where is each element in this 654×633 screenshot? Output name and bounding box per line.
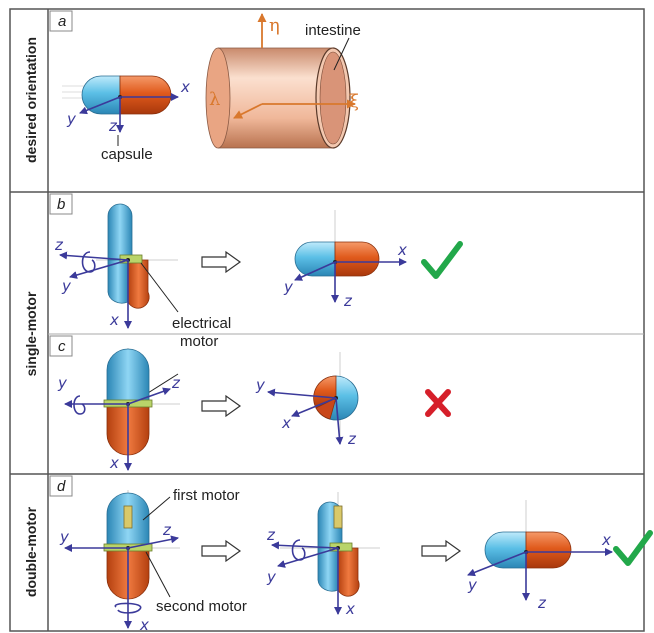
z-axis-label: z (347, 430, 357, 448)
panel-c-capsule-end-on (313, 352, 359, 440)
side-label-desired-orientation: desired orientation (23, 37, 39, 163)
panel-d-capsule-horizontal (484, 500, 572, 590)
x-axis-label: x (109, 454, 119, 472)
side-label-single-motor: single-motor (23, 291, 39, 376)
y-axis-label: y (57, 374, 68, 392)
svg-text:c: c (58, 338, 66, 355)
motor-leader-line (140, 262, 179, 313)
z-axis-arrow (127, 387, 171, 405)
z-axis-label: z (266, 526, 276, 544)
x-axis-label: x (345, 600, 355, 618)
panel-b-capsule-horizontal (294, 210, 380, 300)
y-axis-arrow (69, 259, 129, 279)
panel-d-axes-right: x z y (467, 531, 613, 612)
rotation-arrow (114, 602, 142, 614)
y-axis-label: y (255, 376, 266, 394)
panel-b-axes-left: z y x (54, 236, 132, 329)
panel-c-axes-left: y z x (57, 374, 181, 472)
transition-arrow-icon (201, 250, 242, 274)
z-axis-arrow (271, 541, 339, 550)
panel-c-capsule-vertical (85, 348, 180, 456)
panel-d-axes-left: y z x (59, 521, 179, 633)
first-motor-icon (333, 505, 343, 529)
y-axis-arrow (267, 388, 337, 399)
y-axis-label: y (61, 277, 72, 295)
z-axis-label: z (108, 117, 118, 135)
intestine-label: intestine (305, 22, 361, 39)
intestine-leader-line (333, 37, 350, 71)
panel-tag-d: d (49, 475, 73, 497)
z-axis-arrow (59, 251, 129, 261)
panel-d-axes-middle: z y x (266, 526, 355, 618)
intestine-axes: η ξ λ (209, 13, 359, 119)
z-axis-label: z (171, 374, 181, 392)
panel-a-capsule (62, 75, 172, 115)
cross-icon (425, 389, 451, 417)
eta-label: η (269, 15, 280, 36)
lambda-label: λ (209, 89, 220, 110)
first-motor-icon (123, 505, 133, 529)
figure-frame (9, 8, 645, 632)
electrical-motor-label-line2: motor (180, 333, 218, 350)
y-axis-arrow (277, 547, 339, 568)
panel-a-axes: x z y (66, 78, 190, 135)
panel-tag-a: a (49, 10, 73, 32)
panel-d-capsule-vertical (85, 490, 180, 600)
svg-text:a: a (58, 13, 66, 30)
z-axis-label: z (343, 292, 353, 310)
panel-tag-b: b (49, 193, 73, 215)
check-icon (613, 530, 653, 566)
lambda-axis-arrow (233, 103, 263, 119)
y-axis-label: y (467, 576, 478, 594)
second-motor-leader-line (145, 551, 171, 598)
y-axis-arrow (79, 96, 121, 115)
y-axis-label: y (266, 568, 277, 586)
first-motor-leader-line (142, 496, 171, 521)
rotation-arrow (73, 395, 86, 415)
rotation-arrow (291, 539, 306, 561)
svg-text:b: b (57, 196, 65, 213)
x-axis-label: x (397, 241, 407, 259)
x-axis-label: x (180, 78, 190, 96)
second-motor-label: second motor (156, 598, 247, 615)
z-axis-arrow (335, 397, 344, 445)
y-axis-arrow (467, 551, 527, 577)
first-motor-label: first motor (173, 487, 240, 504)
transition-arrow-icon (201, 394, 242, 418)
capsule-label: capsule (101, 146, 153, 163)
xi-label: ξ (349, 91, 359, 112)
y-axis-label: y (283, 278, 294, 296)
x-axis-label: x (281, 414, 291, 432)
x-axis-arrow (291, 397, 337, 418)
x-axis-label: x (109, 311, 119, 329)
check-icon (421, 241, 463, 279)
transition-arrow-icon (421, 539, 462, 563)
svg-text:d: d (57, 478, 66, 495)
y-axis-arrow (294, 261, 336, 281)
z-axis-label: z (54, 236, 64, 254)
intestine-tube (205, 47, 351, 149)
side-label-double-motor: double-motor (23, 506, 39, 597)
panel-b-capsule-vertical (96, 203, 178, 309)
electrical-motor-label-line1: electrical (172, 315, 231, 332)
panel-c-axes-right: y x z (255, 376, 357, 448)
panel-tag-c: c (49, 335, 73, 357)
transition-arrow-icon (201, 539, 242, 563)
rotation-arrow (81, 251, 96, 273)
x-axis-label: x (601, 531, 611, 549)
x-axis-label: x (139, 616, 149, 633)
z-axis-label: z (162, 521, 172, 539)
panel-b-axes-right: x z y (283, 241, 407, 310)
panel-d-capsule-middle (280, 492, 380, 597)
z-axis-arrow (127, 535, 179, 549)
z-axis-label: z (537, 594, 547, 612)
y-axis-label: y (59, 528, 70, 546)
y-axis-label: y (66, 110, 77, 128)
